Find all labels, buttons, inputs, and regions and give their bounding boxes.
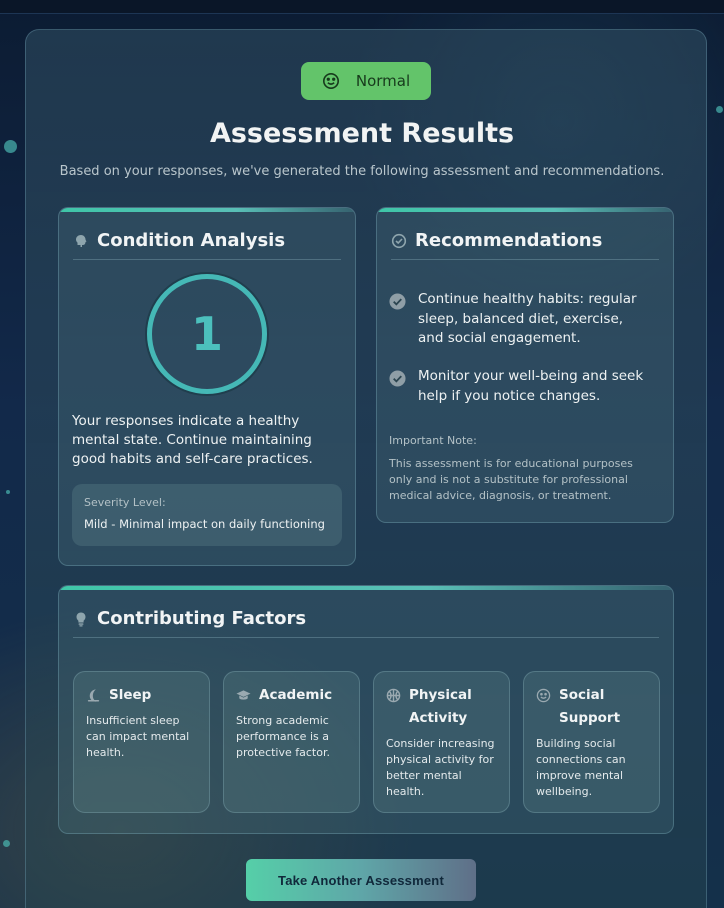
status-badge: Normal [301, 62, 431, 100]
important-note-label: Important Note: [389, 434, 477, 447]
page-subtitle: Based on your responses, we've generated… [59, 164, 665, 179]
check-circle-icon [389, 293, 406, 310]
recommendations-title: Recommendations [415, 230, 603, 251]
condition-score: 1 [190, 307, 223, 361]
decorative-dot [3, 840, 10, 847]
factor-title: Academic [259, 687, 333, 703]
take-another-assessment-button[interactable]: Take Another Assessment [246, 859, 476, 901]
factor-card-social-support: Social Support Building social connectio… [523, 671, 660, 813]
contributing-factors-header: Contributing Factors [73, 600, 659, 638]
factor-text: Building social connections can improve … [536, 737, 626, 798]
condition-score-ring: 1 [147, 274, 267, 394]
page-title: Assessment Results [209, 118, 515, 149]
contributing-factors-title: Contributing Factors [97, 608, 307, 629]
recommendation-text: Monitor your well-being and seek help if… [418, 368, 644, 404]
factor-text: Strong academic performance is a protect… [236, 714, 330, 759]
factor-card-academic: Academic Strong academic performance is … [223, 671, 360, 813]
condition-analysis-title: Condition Analysis [97, 230, 286, 251]
clipboard-icon [391, 233, 407, 248]
severity-box: Severity Level: Mild - Minimal impact on… [72, 484, 342, 546]
recommendations-header: Recommendations [391, 222, 659, 260]
moon-icon [87, 689, 100, 702]
top-bar [0, 0, 724, 14]
severity-label: Severity Level: [84, 496, 166, 509]
smiley-icon [322, 72, 339, 90]
contributing-factors-card: Contributing Factors Sleep Insufficient … [58, 585, 674, 834]
factor-title: Physical Activity [409, 687, 472, 726]
condition-analysis-card: Condition Analysis 1 Your responses indi… [58, 207, 356, 566]
factor-card-sleep: Sleep Insufficient sleep can impact ment… [73, 671, 210, 813]
results-panel [25, 29, 707, 908]
factor-text: Insufficient sleep can impact mental hea… [86, 714, 190, 759]
graduation-cap-icon [236, 690, 251, 700]
brain-icon [76, 234, 87, 247]
decorative-dot [4, 140, 17, 153]
check-circle-icon [389, 370, 406, 387]
decorative-dot [6, 490, 10, 494]
smiley-icon [536, 688, 551, 703]
important-note-text: This assessment is for educational purpo… [389, 457, 633, 502]
recommendation-item: Continue healthy habits: regular sleep, … [389, 290, 649, 349]
factor-title: Social Support [559, 687, 621, 726]
lightbulb-icon [76, 612, 86, 626]
basketball-icon [386, 688, 401, 703]
decorative-dot [716, 106, 723, 113]
condition-description: Your responses indicate a healthy mental… [72, 413, 313, 467]
recommendation-text: Continue healthy habits: regular sleep, … [418, 291, 637, 346]
factor-text: Consider increasing physical activity fo… [386, 737, 495, 798]
factor-card-physical-activity: Physical Activity Consider increasing ph… [373, 671, 510, 813]
severity-value: Mild - Minimal impact on daily functioni… [84, 517, 325, 531]
recommendations-card: Recommendations Continue healthy habits:… [376, 207, 674, 523]
status-badge-label: Normal [355, 72, 411, 90]
recommendation-item: Monitor your well-being and seek help if… [389, 367, 649, 406]
factor-title: Sleep [109, 687, 152, 703]
condition-analysis-header: Condition Analysis [73, 222, 341, 260]
